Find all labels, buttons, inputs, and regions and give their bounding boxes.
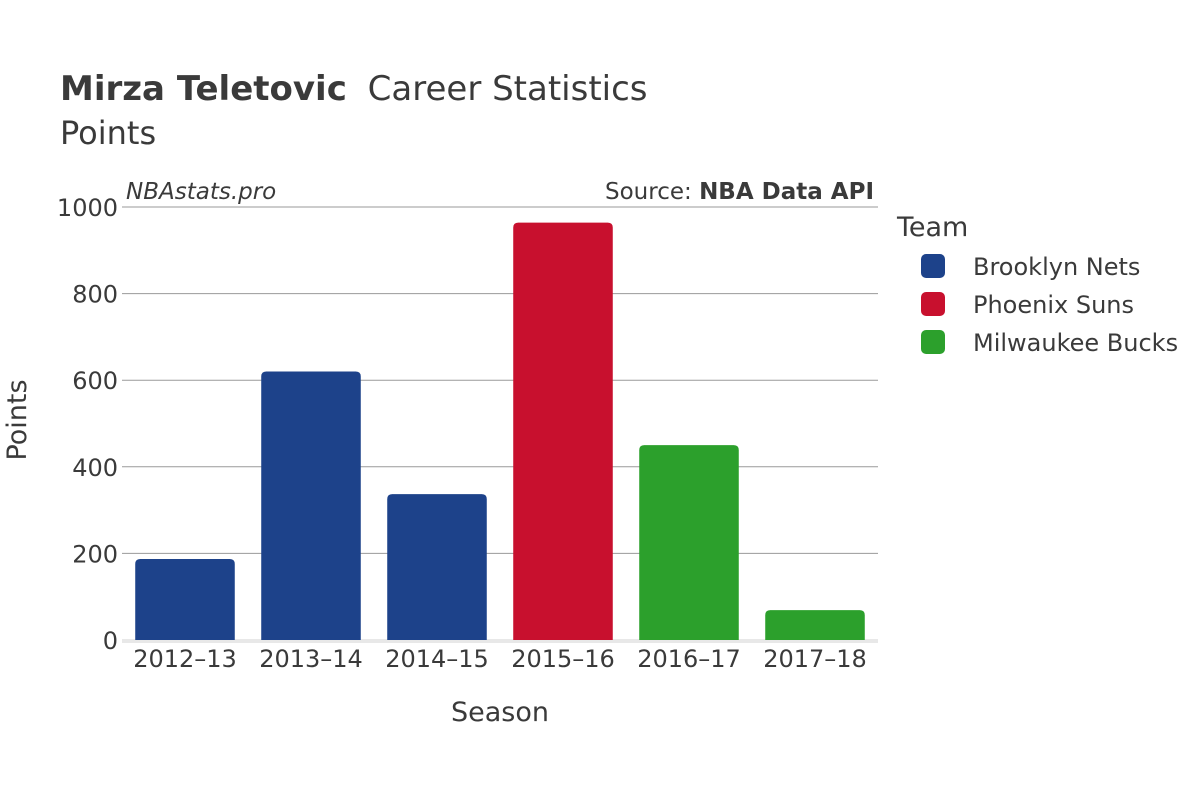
chart-title: Mirza Teletovic Career Statistics [60,69,648,109]
legend-title: Team [896,212,968,243]
y-tick-labels: 0 200 400 600 800 1000 [57,194,118,655]
chart-subtitle: Points [60,114,156,152]
bar [261,371,361,640]
y-tick-label: 800 [72,281,118,309]
x-tick-labels: 2012–13 2013–14 2014–15 2015–16 2016–17 2017–… [133,645,867,673]
y-tick-label: 200 [72,540,118,568]
x-tick-label: 2013–14 [259,645,363,673]
chart-title-suffix: Career Statistics [368,69,648,109]
bar [639,445,739,640]
y-tick-label: 0 [103,627,118,655]
source-prefix: Source: [605,179,699,205]
x-tick-label: 2017–18 [763,645,867,673]
source-name: NBA Data API [699,179,874,205]
source-label: Source: NBA Data API [605,179,874,205]
bar [135,559,235,640]
chart-title-player: Mirza Teletovic [60,69,347,109]
legend-swatch [921,330,945,354]
bars [135,222,865,640]
x-tick-label: 2015–16 [511,645,615,673]
legend-label: Brooklyn Nets [973,253,1140,281]
x-axis-baseline [122,639,878,643]
bar [513,222,613,640]
legend-label: Phoenix Suns [973,291,1134,319]
watermark: NBAstats.pro [126,179,276,205]
y-axis-title: Points [2,379,33,460]
y-tick-label: 600 [72,367,118,395]
bar [765,610,865,640]
x-tick-label: 2012–13 [133,645,237,673]
x-tick-label: 2016–17 [637,645,741,673]
x-axis-title: Season [451,697,549,728]
y-tick-label: 1000 [57,194,118,222]
legend: Brooklyn Nets Phoenix Suns Milwaukee Bucks [921,253,1178,357]
y-tick-label: 400 [72,454,118,482]
legend-swatch [921,292,945,316]
x-tick-label: 2014–15 [385,645,489,673]
grid-lines [122,206,878,643]
legend-label: Milwaukee Bucks [973,329,1178,357]
bar [387,494,487,640]
legend-swatch [921,254,945,278]
